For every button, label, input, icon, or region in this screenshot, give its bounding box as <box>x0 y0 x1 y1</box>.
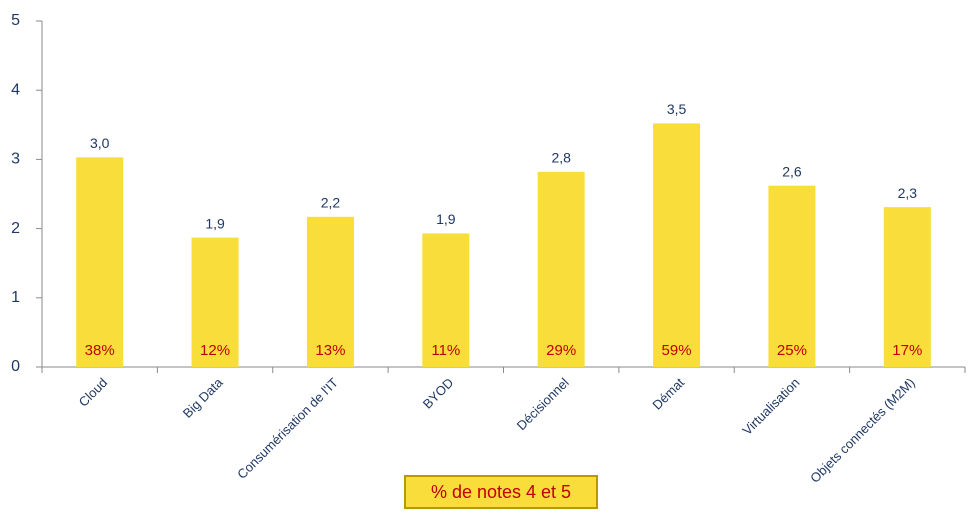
share-label: 12% <box>200 342 230 359</box>
y-tick-label: 0 <box>11 358 20 375</box>
bar <box>883 207 931 367</box>
y-tick-label: 4 <box>11 81 20 98</box>
x-tick-label: Objets connectés (M2M) <box>807 375 918 486</box>
legend-box <box>404 475 598 509</box>
x-tick-label: Consumérisation de l'IT <box>234 375 341 482</box>
value-label: 2,6 <box>782 163 802 179</box>
bar <box>422 233 470 367</box>
share-label: 59% <box>662 342 692 359</box>
value-label: 2,8 <box>551 150 571 166</box>
value-label: 2,2 <box>321 195 341 211</box>
y-tick-label: 3 <box>11 151 20 168</box>
bar <box>191 237 239 367</box>
value-label: 3,0 <box>90 135 110 151</box>
bar <box>537 171 585 367</box>
share-label: 38% <box>85 342 115 359</box>
share-label: 25% <box>777 342 807 359</box>
bar <box>306 216 354 367</box>
share-label: 17% <box>892 342 922 359</box>
x-tick-label: Virtualisation <box>739 375 802 438</box>
value-label: 3,5 <box>667 101 687 117</box>
x-tick-label: Cloud <box>76 375 111 410</box>
bar <box>653 123 701 367</box>
value-label: 1,9 <box>205 215 225 231</box>
bar <box>76 157 124 367</box>
share-label: 13% <box>315 342 345 359</box>
y-tick-label: 1 <box>11 289 20 306</box>
value-label: 2,3 <box>898 185 918 201</box>
x-tick-label: Big Data <box>180 374 226 420</box>
share-label: 11% <box>431 342 460 359</box>
x-tick-label: Démat <box>649 375 687 413</box>
y-tick-label: 2 <box>11 220 20 237</box>
x-tick-label: BYOD <box>420 375 457 412</box>
share-label: 29% <box>546 342 576 359</box>
bar <box>768 185 816 367</box>
value-label: 1,9 <box>436 211 456 227</box>
legend-label: % de notes 4 et 5 <box>431 482 571 502</box>
x-tick-label: Décisionnel <box>514 375 572 433</box>
y-tick-label: 5 <box>11 12 20 29</box>
